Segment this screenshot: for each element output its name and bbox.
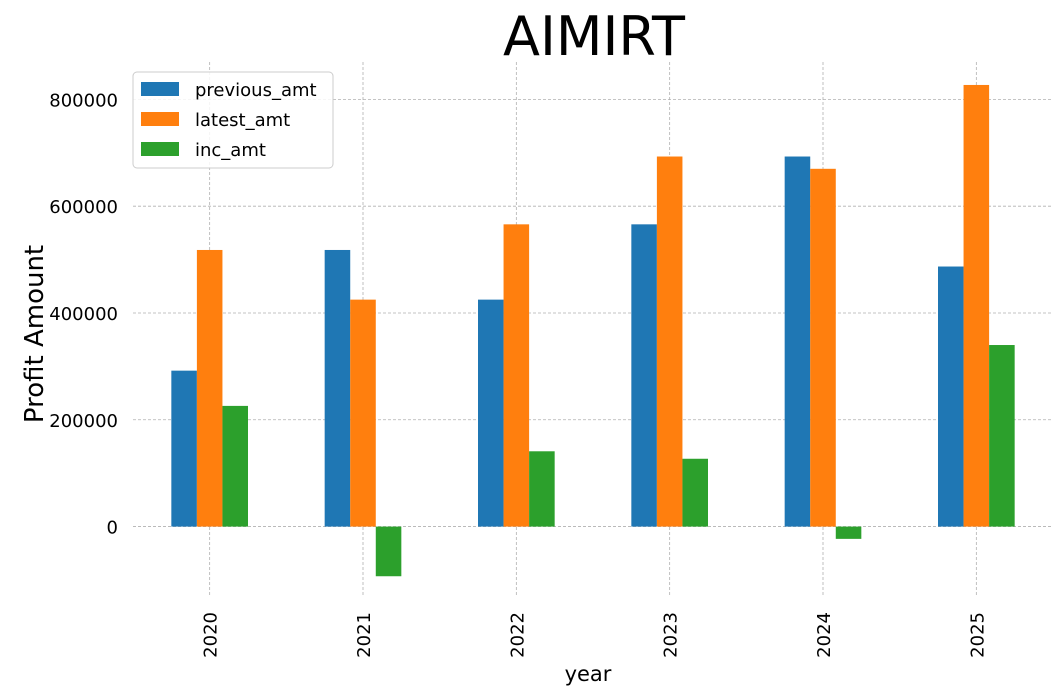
- legend-label-inc_amt: inc_amt: [195, 140, 266, 161]
- bar-previous_amt-2020: [171, 370, 197, 527]
- bar-latest_amt-2020: [196, 249, 223, 527]
- x-tick-label: 2021: [354, 612, 375, 658]
- x-tick-label: 2023: [661, 612, 682, 658]
- legend-label-latest_amt: latest_amt: [195, 110, 290, 131]
- legend-swatch-latest_amt: [141, 112, 179, 126]
- legend-swatch-previous_amt: [141, 82, 179, 96]
- y-tick-label: 800000: [49, 90, 118, 111]
- bar-latest_amt-2025: [963, 84, 990, 527]
- bars: [171, 84, 1015, 577]
- bar-latest_amt-2021: [350, 299, 376, 527]
- y-tick-label: 0: [107, 518, 118, 539]
- y-tick-label: 400000: [49, 304, 118, 325]
- bar-previous_amt-2022: [478, 299, 504, 527]
- legend-frame: [132, 71, 334, 169]
- bar-previous_amt-2021: [324, 249, 351, 527]
- legend-swatch-inc_amt: [141, 142, 179, 156]
- bar-inc_amt-2024: [835, 526, 862, 539]
- legend-label-previous_amt: previous_amt: [195, 80, 317, 101]
- x-tick-label: 2024: [814, 612, 835, 658]
- chart-title: AIMIRT: [503, 5, 686, 68]
- bar-previous_amt-2025: [938, 266, 964, 527]
- y-axis-ticks: 0 200000 400000 600000 800000: [49, 90, 118, 538]
- x-tick-label: 2022: [507, 612, 528, 658]
- bar-previous_amt-2024: [784, 156, 811, 527]
- bar-inc_amt-2025: [989, 345, 1015, 527]
- legend: previous_amt latest_amt inc_amt: [132, 71, 334, 169]
- x-tick-label: 2020: [201, 612, 222, 658]
- y-tick-label: 200000: [49, 411, 118, 432]
- bar-latest_amt-2022: [503, 224, 530, 527]
- y-tick-label: 600000: [49, 197, 118, 218]
- bar-inc_amt-2020: [222, 405, 248, 527]
- bar-latest_amt-2024: [810, 168, 836, 527]
- bar-inc_amt-2021: [375, 526, 402, 577]
- y-axis-label: Profit Amount: [20, 245, 50, 423]
- x-tick-label: 2025: [967, 612, 988, 658]
- x-axis-ticks: 2020 2021 2022 2023 2024 2025: [201, 612, 989, 658]
- bar-previous_amt-2023: [631, 224, 657, 527]
- bar-inc_amt-2023: [682, 458, 708, 527]
- x-axis-label: year: [565, 662, 612, 686]
- bar-inc_amt-2022: [529, 451, 555, 527]
- bar-latest_amt-2023: [656, 156, 683, 527]
